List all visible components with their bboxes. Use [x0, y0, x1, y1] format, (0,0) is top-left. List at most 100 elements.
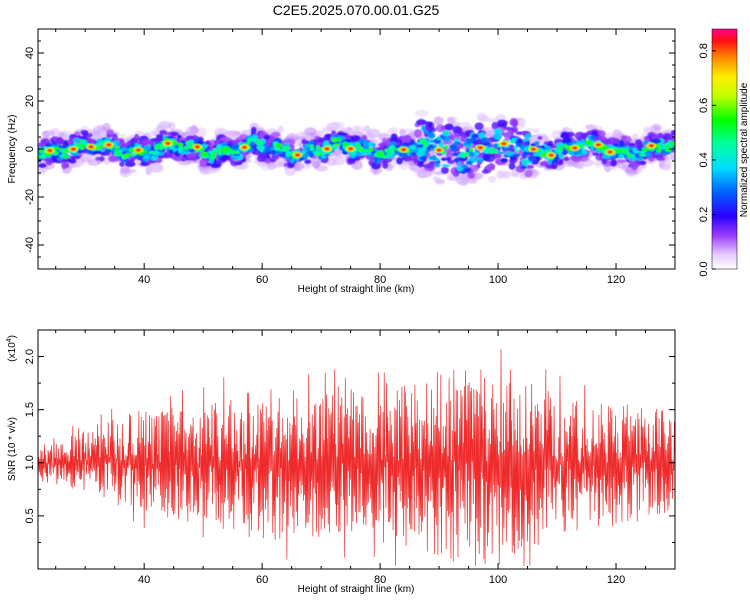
spectrogram-cell [413, 129, 423, 138]
spectrogram-core-cell [284, 155, 291, 160]
spectrogram-halo-cell [41, 130, 55, 137]
snr-scale-prefix: (x10 [7, 342, 18, 362]
colorbar-tick-label: 0.0 [698, 261, 710, 276]
snr-y-axis: 0.5 1.0 1.5 2.0 [24, 349, 675, 543]
spectrogram-core-cell [641, 147, 647, 151]
spectrogram-cell [176, 134, 182, 140]
spectrogram-core-cell [251, 137, 256, 142]
spectrogram-core-cell [96, 138, 102, 144]
spectrogram-core-cell [453, 158, 460, 163]
spectrogram-cell [656, 156, 666, 161]
spectrogram-core-cell [581, 150, 588, 154]
spectrogram-core-cell [558, 152, 564, 160]
spectrogram-panel: 40 60 80 100 120 -40 -20 0 20 40 Height of strai… [7, 28, 676, 295]
spectrogram-cell [68, 158, 77, 164]
spectrogram-core-cell [310, 147, 315, 151]
spectrogram-core-cell [436, 136, 442, 141]
spectrogram-cell [503, 126, 514, 131]
spectrogram-peak-core [325, 147, 329, 151]
spectrogram-core-cell [485, 141, 491, 146]
y-tick-label: 40 [24, 47, 36, 59]
spectrogram-core-cell [632, 147, 638, 153]
y-tick-label: 20 [24, 95, 36, 107]
spectrogram-core-cell [367, 147, 374, 152]
spectrogram-cell [38, 163, 47, 168]
spectrogram-halo-cell [467, 178, 478, 184]
spectrogram-core-cell [491, 149, 499, 154]
spectrogram-cell [444, 123, 454, 131]
spectrogram-cell [87, 132, 93, 138]
x-tick-label: 100 [489, 574, 507, 586]
spectrogram-core-cell [313, 150, 321, 155]
spectrogram-core-cell [522, 138, 531, 142]
spectrogram-core-cell [226, 150, 231, 156]
spectrogram-cell [447, 159, 455, 165]
spectrogram-core-cell [121, 154, 129, 159]
spectrogram-cell [236, 136, 245, 141]
spectrogram-cell [210, 163, 220, 169]
spectrogram-cell [404, 157, 414, 162]
spectrogram-cell [563, 156, 570, 162]
spectrogram-core-cell [512, 153, 520, 158]
spectrogram-core-cell [493, 143, 499, 148]
spectrogram-cell [509, 117, 518, 127]
spectrogram-core-cell [200, 151, 208, 157]
spectrogram-y-label: Frequency (Hz) [7, 115, 18, 184]
spectrogram-core-cell [380, 155, 389, 159]
spectrogram-core-cell [363, 145, 370, 150]
spectrogram-core-cell [212, 149, 220, 152]
spectrogram-core-cell [322, 141, 329, 147]
spectrogram-cell [485, 164, 493, 170]
spectrogram-halo-cell [277, 125, 284, 134]
spectrogram-halo-cell [147, 164, 157, 173]
snr-y-scale-note: (x104) [6, 335, 18, 362]
spectrogram-core-cell [451, 152, 460, 157]
spectrogram-core-cell [337, 137, 341, 143]
spectrogram-core-cell [667, 145, 673, 148]
spectrogram-core-cell [513, 145, 519, 150]
spectrogram-halo-cell [38, 169, 45, 176]
spectrogram-core-cell [454, 137, 459, 142]
spectrogram-core-cell [509, 140, 516, 144]
colorbar-label: Normalized spectral amplitude [739, 82, 750, 217]
spectrogram-core-cell [309, 144, 314, 148]
spectrogram-halo-cell [58, 131, 66, 137]
colorbar-tick-label: 0.8 [698, 43, 710, 58]
spectrogram-core-cell [465, 138, 472, 145]
spectrogram-cell [70, 155, 81, 160]
spectrogram-core-cell [515, 149, 520, 153]
spectrogram-peak-core [596, 143, 601, 146]
spectrogram-halo-cell [399, 128, 406, 137]
spectrogram-core-cell [468, 152, 475, 157]
spectrogram-core-cell [332, 143, 340, 147]
spectrogram-core-cell [533, 141, 540, 146]
spectrogram-halo-cell [500, 172, 509, 178]
spectrogram-core-cell [443, 136, 451, 142]
spectrogram-cell [631, 163, 638, 171]
spectrogram-core-cell [521, 158, 530, 165]
spectrogram-halo-cell [331, 121, 344, 129]
spectrogram-core-cell [638, 153, 647, 157]
spectrogram-cell [106, 133, 112, 139]
spectrogram-cell [595, 136, 607, 141]
spectrogram-core-cell [486, 147, 492, 151]
spectrogram-halo-cell [488, 175, 496, 183]
spectrogram-peak-core [106, 143, 111, 147]
spectrogram-cell [610, 158, 618, 167]
spectrogram-halo-cell [102, 122, 111, 131]
spectrogram-core-cell [364, 151, 372, 156]
spectrogram-core-cell [657, 143, 661, 148]
snr-series-line [38, 349, 675, 566]
spectrogram-core-cell [423, 144, 429, 148]
spectrogram-halo-cell [524, 127, 535, 133]
spectrogram-core-cell [133, 154, 141, 159]
colorbar-tick-label: 0.4 [698, 152, 710, 167]
spectrogram-core-cell [481, 136, 489, 143]
spectrogram-core-cell [478, 132, 486, 139]
spectrogram-halo-cell [669, 153, 675, 160]
colorbar-gradient [711, 28, 738, 270]
spectrogram-halo-cell [293, 161, 304, 172]
x-tick-label: 40 [138, 274, 150, 286]
spectrogram-cell [607, 137, 618, 145]
spectrogram-halo-cell [120, 164, 130, 174]
